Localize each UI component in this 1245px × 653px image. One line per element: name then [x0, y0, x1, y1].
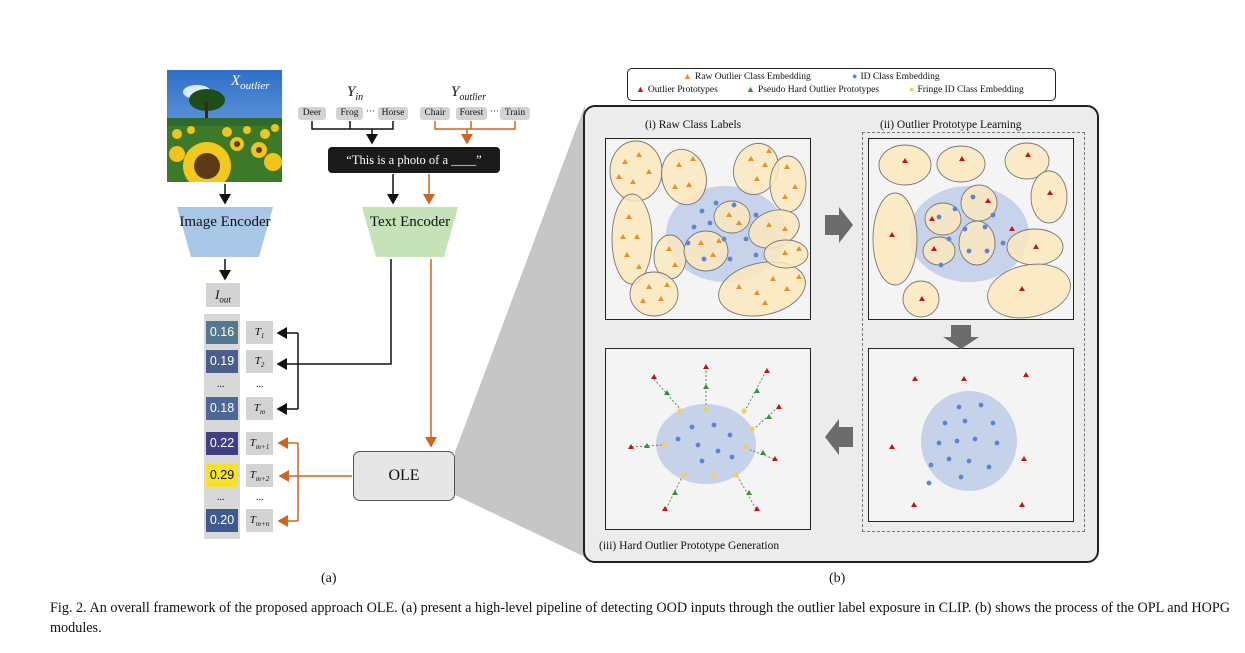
- figure-caption: Fig. 2. An overall framework of the prop…: [50, 600, 1230, 636]
- panel-raw-class-labels: [605, 138, 811, 320]
- panel-outlier-prototype-learning: [868, 138, 1074, 320]
- legend-id-class: ● ID Class Embedding: [852, 71, 940, 82]
- id-class-chip: Horse: [378, 107, 408, 120]
- prompt-template: “This is a photo of a ____”: [328, 147, 500, 173]
- panel-hard-outlier-generation: [605, 348, 811, 530]
- legend-pseudo-hard: ▲ Pseudo Hard Outlier Prototypes: [746, 84, 880, 95]
- text-embedding-cell: Tm+n: [246, 509, 273, 532]
- pipeline-arrows: [219, 121, 516, 527]
- opl-dashed-region: [862, 132, 1085, 532]
- score-ellipsis: ...: [217, 379, 225, 390]
- text-embedding-cell: T1: [246, 321, 273, 344]
- text-embedding-ellipsis: ...: [256, 379, 264, 390]
- ole-module: OLE: [353, 451, 455, 501]
- id-class-ellipsis: ···: [366, 106, 375, 116]
- legend-raw-outlier: ▲ Raw Outlier Class Embedding: [683, 71, 811, 82]
- outlier-class-ellipsis: ···: [490, 106, 499, 116]
- score-cell: 0.18: [206, 397, 238, 420]
- subfigure-b-label: (b): [829, 571, 846, 586]
- text-embedding-cell: Tm: [246, 397, 273, 420]
- orange-triangle-icon: ▲: [683, 71, 692, 81]
- green-triangle-icon: ▲: [746, 84, 755, 94]
- panel-title-hopg: (iii) Hard Outlier Prototype Generation: [599, 540, 780, 552]
- panel-outlier-prototypes-result: [868, 348, 1074, 522]
- score-cell: 0.22: [206, 432, 238, 455]
- legend-outlier-proto: ▲ Outlier Prototypes: [636, 84, 718, 95]
- yellow-dot-icon: ●: [909, 84, 915, 94]
- score-ellipsis: ...: [217, 492, 225, 503]
- y-outlier-label: Youtlier: [451, 84, 487, 103]
- i-out-label: Iout: [206, 283, 240, 307]
- flow-arrows: [825, 207, 979, 455]
- legend-fringe-id: ● Fringe ID Class Embedding: [909, 84, 1024, 95]
- text-embedding-cell: T2: [246, 350, 273, 373]
- image-encoder: Image Encoder: [177, 207, 273, 257]
- panel-title-raw: (i) Raw Class Labels: [645, 119, 742, 131]
- panel-title-opl: (ii) Outlier Prototype Learning: [880, 119, 1022, 131]
- subfigure-a-label: (a): [321, 571, 337, 586]
- legend: ▲ Raw Outlier Class Embedding ● ID Class E…: [627, 68, 1056, 101]
- y-in-label: Yin: [347, 84, 364, 103]
- text-embedding-cell: Tm+2: [246, 464, 273, 487]
- text-embedding-ellipsis: ...: [256, 492, 264, 503]
- id-class-chip: Frog: [336, 107, 363, 120]
- score-cell: 0.29: [206, 464, 238, 487]
- score-cell: 0.20: [206, 509, 238, 532]
- red-triangle-icon: ▲: [636, 84, 645, 94]
- x-outlier-label: Xoutlier: [231, 73, 270, 92]
- outlier-class-chip: Forest: [456, 107, 487, 120]
- outlier-class-chip: Chair: [420, 107, 450, 120]
- outlier-image: [167, 70, 282, 182]
- outlier-class-chip: Train: [500, 107, 530, 120]
- text-embedding-cell: Tm+1: [246, 432, 273, 455]
- score-cell: 0.16: [206, 321, 238, 344]
- score-cell: 0.19: [206, 350, 238, 373]
- module-box: (i) Raw Class Labels (ii) Outlier Protot…: [583, 105, 1099, 563]
- text-encoder: Text Encoder: [362, 207, 458, 257]
- id-class-chip: Deer: [298, 107, 326, 120]
- zoom-projection: [455, 105, 585, 557]
- blue-dot-icon: ●: [852, 71, 858, 81]
